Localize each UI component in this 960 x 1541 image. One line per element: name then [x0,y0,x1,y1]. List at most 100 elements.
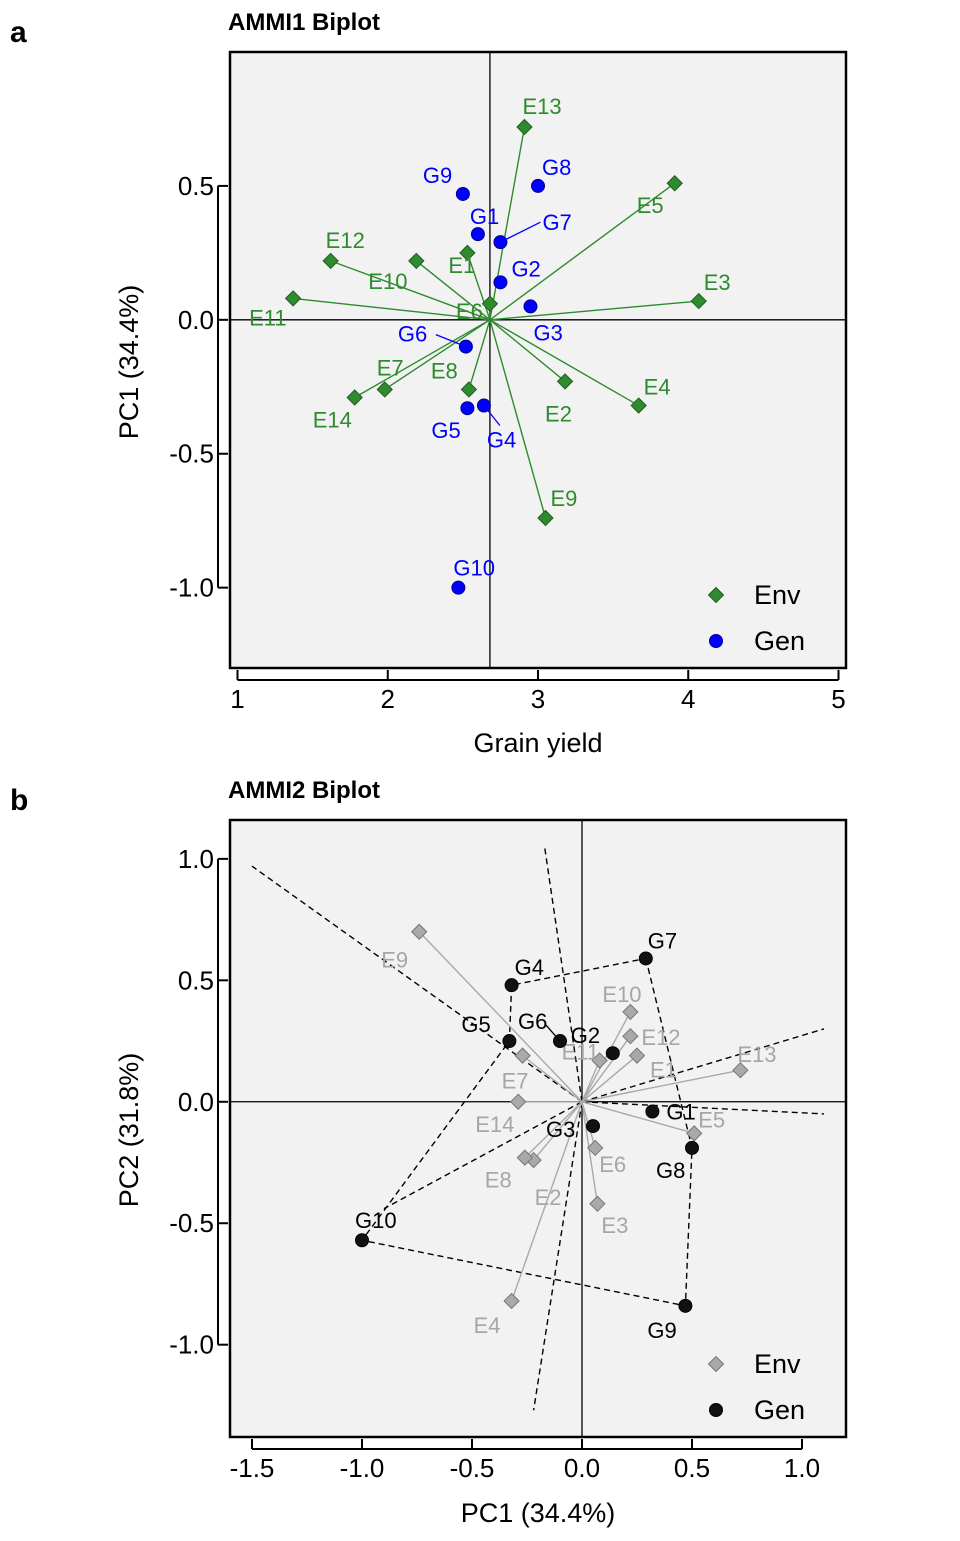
leader-g7 [500,221,541,243]
env-marker-e9 [410,923,428,940]
env-label-e3: E3 [704,270,731,295]
env-marker-e3 [690,292,707,310]
gen-marker-g9 [455,186,470,201]
gen-label-g10: G10 [355,1208,397,1233]
legend-gen-label: Gen [754,1395,805,1425]
gen-marker-g2 [605,1046,620,1061]
env-vector-e9 [489,319,547,519]
plot-inner: E1 E2 E3 E4 E5 E6 E7 E8 E9 E10 E11 E12 E13 E14 G1 G2 G3 G… [230,52,846,668]
legend-env-label: Env [754,580,801,610]
env-marker-e13 [732,1061,749,1079]
chart-b-ylabel: PC2 (31.8%) [114,1053,144,1208]
env-label-e14: E14 [475,1112,514,1137]
sector-ray-5 [532,1101,583,1411]
env-marker-e1 [459,244,476,262]
gen-label-g1: G1 [470,204,499,229]
gen-label-g5: G5 [461,1012,490,1037]
env-marker-e12 [322,252,339,270]
x-tick-label: 5 [831,684,845,714]
env-marker-e14 [346,389,363,406]
env-label-e10: E10 [368,269,407,294]
env-vector-e7 [384,319,491,391]
env-label-e6: E6 [599,1152,626,1177]
gen-marker-g2 [493,275,508,290]
sector-ray-6 [383,1101,583,1210]
env-vector-e14 [354,319,491,399]
env-marker-e5 [685,1125,703,1142]
x-tick-label: -1.5 [230,1453,275,1483]
env-marker-e10 [408,252,425,270]
env-marker-e8 [460,381,478,398]
env-label-e1: E1 [448,253,475,278]
leader-g6 [545,1024,561,1042]
plot-inner: E1 E2 E3 E4 E5 E6 E7 E8 E9 E10 E11 E12 E13 E14 G1 G2 G3 G… [230,820,846,1437]
plot-frame [228,818,848,1439]
env-vector-e7 [522,1055,583,1103]
env-marker-e6 [586,1139,604,1157]
env-vector-e5 [581,1101,695,1135]
x-tick-label: 4 [681,684,695,714]
env-marker-e3 [589,1195,606,1213]
gen-marker-g9 [678,1298,693,1313]
y-tick-label: 0.5 [178,171,214,201]
sector-ray-3 [581,1028,825,1103]
env-marker-e11 [284,290,302,307]
env-marker-e8 [516,1149,534,1166]
x-tick-label: -0.5 [450,1453,495,1483]
y-tick-label: 0.5 [178,965,214,995]
env-marker-e5 [666,175,683,192]
env-marker-e13 [516,118,533,136]
env-vector-e2 [489,319,566,382]
env-vector-e13 [581,1069,741,1103]
x-tick-label: 3 [531,684,545,714]
gen-label-g1: G1 [666,1099,695,1124]
env-vector-e3 [489,300,699,321]
env-vector-e10 [415,260,491,321]
legend-gen-marker [709,1403,723,1417]
gen-label-g3: G3 [533,320,562,345]
env-label-e7: E7 [502,1069,529,1094]
gen-label-g8: G8 [656,1158,685,1183]
y-tick-label: -1.0 [169,573,214,603]
leader-g6 [435,334,467,348]
env-marker-e7 [376,381,393,398]
env-vector-e8 [468,319,491,390]
gen-label-g7: G7 [648,928,677,953]
sector-ray-1 [251,865,583,1103]
gen-marker-g7 [638,951,653,966]
env-marker-e14 [509,1093,527,1110]
y-tick-label: -0.5 [169,1208,214,1238]
gen-label-g9: G9 [647,1318,676,1343]
gen-marker-g3 [586,1119,600,1134]
y-tick-label: -1.0 [169,1330,214,1360]
y-tick-label: -0.5 [169,439,214,469]
env-marker-e4 [630,397,647,414]
env-label-e13: E13 [737,1042,776,1067]
env-label-e11: E11 [562,1039,600,1064]
gen-label-g3: G3 [546,1117,575,1142]
gen-marker-g10 [355,1233,369,1248]
env-vector-e3 [581,1101,599,1204]
gen-label-g2: G2 [571,1023,600,1048]
chart-b-title: AMMI2 Biplot [228,777,380,804]
env-label-e9: E9 [551,486,578,511]
env-vector-e12 [330,260,491,321]
env-label-e11: E11 [249,305,287,330]
env-label-e6: E6 [456,299,483,324]
y-tick-label: 0.0 [178,305,214,335]
legend-gen-label: Gen [754,626,805,656]
legend-env-marker [707,1355,725,1373]
env-label-e14: E14 [313,407,352,432]
env-marker-e6 [481,295,499,312]
gen-marker-g3 [523,299,538,314]
env-vector-e4 [510,1101,583,1302]
gen-label-g6: G6 [398,322,427,347]
legend-gen-marker [709,634,723,648]
chart-b-xlabel: PC1 (34.4%) [461,1498,616,1528]
gen-marker-g1 [470,227,485,242]
gen-label-g9: G9 [423,163,452,188]
gen-label-g8: G8 [542,155,571,180]
env-label-e5: E5 [637,193,664,218]
